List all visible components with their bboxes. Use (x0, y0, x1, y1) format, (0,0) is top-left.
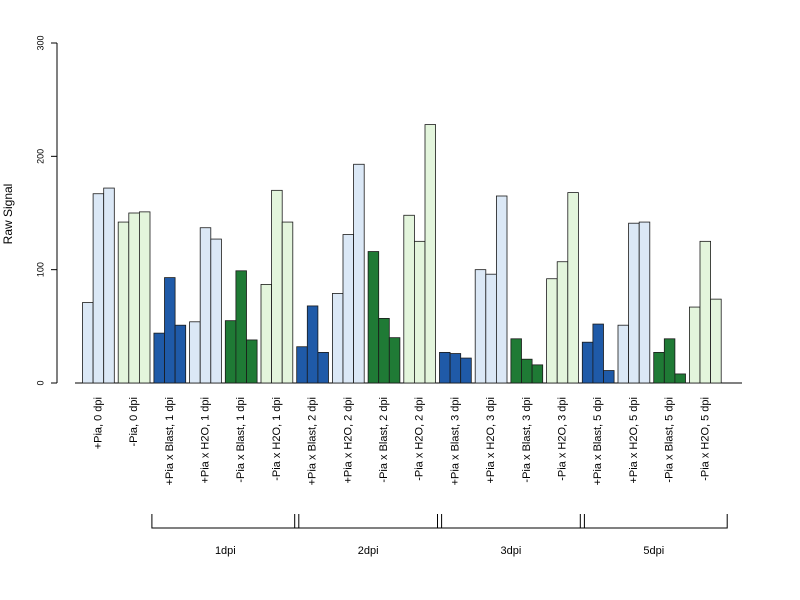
bar (153, 332, 165, 384)
bar (271, 189, 283, 384)
timepoint-label: 1dpi (215, 545, 236, 557)
bar (510, 338, 522, 384)
x-tick-label: +Pia x H2O, 1 dpi (200, 397, 212, 484)
bar (378, 317, 390, 384)
bar (128, 212, 140, 384)
x-tick-label: +Pia x Blast, 3 dpi (449, 397, 461, 485)
bar (638, 221, 651, 384)
bar (424, 124, 437, 384)
bar (317, 351, 329, 384)
timepoint-brackets: 1dpi 2dpi 3dpi 5dpi (151, 514, 728, 557)
y-axis: 0 100 200 300 (35, 35, 58, 386)
bar (92, 193, 105, 384)
timepoint-bracket (579, 514, 728, 529)
bar (403, 214, 415, 384)
bar (164, 277, 176, 384)
bar (653, 351, 665, 384)
bar (628, 222, 640, 384)
x-tick-label: +Pia x Blast, 1 dpi (164, 397, 176, 485)
bar (189, 321, 201, 384)
x-tick-label: +Pia x H2O, 2 dpi (342, 397, 354, 484)
timepoint-label: 5dpi (643, 545, 664, 557)
bar (485, 273, 497, 384)
x-tick-label: -Pia x Blast, 1 dpi (235, 397, 247, 483)
timepoint-bracket (151, 514, 300, 529)
bar (531, 364, 544, 384)
bar (331, 293, 344, 384)
bar (581, 341, 594, 384)
bar (210, 238, 222, 384)
x-tick-labels: +Pia, 0 dpi -Pia, 0 dpi +Pia x Blast, 1 dp… (92, 397, 711, 485)
y-tick-label: 0 (35, 380, 45, 385)
x-tick-label: -Pia, 0 dpi (128, 397, 140, 447)
x-tick-label: +Pia, 0 dpi (92, 397, 104, 449)
x-tick-label: -Pia x H2O, 5 dpi (699, 397, 711, 481)
bar (388, 337, 401, 384)
bar (103, 187, 115, 384)
x-tick-label: +Pia x H2O, 5 dpi (628, 397, 640, 484)
bar (495, 195, 508, 384)
bar (674, 373, 686, 384)
x-tick-label: -Pia x H2O, 2 dpi (414, 397, 426, 481)
bar (174, 324, 187, 384)
bar (439, 351, 451, 384)
bar (235, 270, 247, 384)
timepoint-bracket (294, 514, 443, 529)
bar (567, 192, 579, 384)
bar (117, 221, 130, 384)
x-tick-label: -Pia x H2O, 1 dpi (271, 397, 283, 481)
x-tick-label: -Pia x Blast, 2 dpi (378, 397, 390, 483)
bar (710, 298, 722, 384)
bar (617, 324, 630, 384)
timepoint-label: 2dpi (358, 545, 379, 557)
timepoint-label: 3dpi (501, 545, 522, 557)
y-tick-label: 300 (35, 35, 45, 50)
bar (449, 353, 462, 384)
timepoint-bracket (437, 514, 585, 529)
bar (199, 227, 212, 384)
x-tick-label: -Pia x H2O, 3 dpi (557, 397, 569, 481)
bar (699, 240, 712, 384)
x-tick-label: +Pia x Blast, 5 dpi (592, 397, 604, 485)
y-axis-label: Raw Signal (1, 184, 15, 245)
y-tick-label: 100 (35, 262, 45, 277)
bar (246, 339, 258, 384)
bar (689, 306, 701, 384)
x-tick-label: +Pia x Blast, 2 dpi (307, 397, 319, 485)
bar (546, 278, 558, 384)
bar (281, 221, 294, 384)
bar (260, 283, 273, 384)
y-tick-label: 200 (35, 149, 45, 164)
bar (460, 357, 472, 384)
bar (224, 320, 237, 384)
bar (592, 323, 604, 384)
bar (521, 358, 533, 384)
x-tick-label: -Pia x Blast, 3 dpi (521, 397, 533, 483)
bar (353, 163, 365, 384)
bar (663, 338, 676, 384)
bar (342, 234, 355, 384)
bar (306, 305, 319, 384)
bar (474, 269, 487, 384)
bar (413, 240, 426, 384)
bar (138, 211, 151, 384)
bar (82, 302, 94, 384)
x-tick-label: +Pia x H2O, 3 dpi (485, 397, 497, 484)
bar (367, 251, 380, 384)
bar (556, 261, 569, 384)
bar (296, 346, 308, 384)
bar (603, 370, 615, 384)
bars (82, 124, 722, 384)
x-tick-label: -Pia x Blast, 5 dpi (664, 397, 676, 483)
